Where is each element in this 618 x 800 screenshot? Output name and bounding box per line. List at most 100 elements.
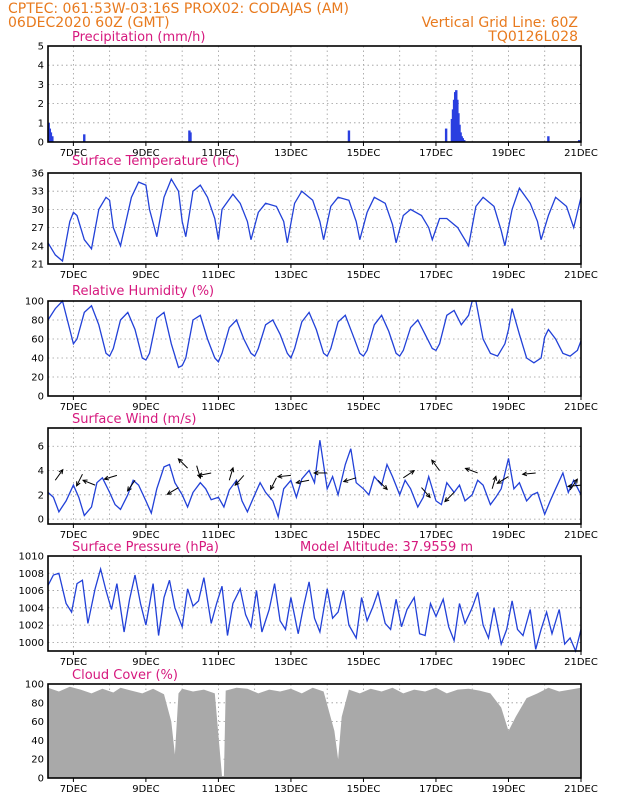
wind-vector — [491, 476, 497, 489]
wind-vector — [568, 484, 582, 487]
header-run-time: 06DEC2020 60Z (GMT) — [8, 15, 170, 31]
y-tick-label: 0 — [38, 138, 44, 149]
x-tick-label: 9DEC — [132, 657, 159, 668]
precipitation-panel: Precipitation (mm/h) 0 1 2 3 4 5 7DEC 9DEC 11DEC… — [38, 30, 598, 159]
y-tick-label: 40 — [31, 354, 44, 365]
wind-vector — [465, 467, 478, 474]
rh-line — [47, 299, 582, 369]
y-tick-label: 80 — [31, 316, 44, 327]
x-tick-label: 15DEC — [347, 657, 381, 668]
x-tick-label: 9DEC — [132, 530, 159, 541]
x-tick-label: 19DEC — [492, 530, 526, 541]
model-altitude-label: Model Altitude: 37.9559 m — [300, 540, 473, 555]
wind-vector-head — [342, 478, 349, 483]
header-station: CPTEC: 061:53W-03:16S PROX02: CODAJAS (A… — [8, 1, 349, 17]
wind-vector-head — [313, 470, 319, 476]
x-tick-label: 21DEC — [564, 402, 598, 413]
x-tick-label: 21DEC — [564, 657, 598, 668]
wind-vector — [178, 458, 188, 469]
wind-vector-head — [573, 478, 578, 484]
header-grid-note: Vertical Grid Line: 60Z — [422, 15, 578, 31]
wind-vector — [198, 472, 212, 477]
panel-frame — [47, 555, 582, 652]
x-tick-label: 19DEC — [492, 657, 526, 668]
precip-bar — [577, 140, 581, 142]
header-model-code: TQ0126L028 — [487, 29, 578, 45]
wind-vector-head — [229, 466, 235, 473]
wind-vector — [167, 487, 179, 495]
y-tick-label: 0 — [38, 392, 44, 403]
y-tick-label: 6 — [38, 442, 44, 453]
y-tick-label: 60 — [31, 335, 44, 346]
x-tick-label: 13DEC — [274, 148, 308, 159]
wind-vector — [343, 477, 357, 483]
wind-vector — [497, 476, 509, 484]
x-tick-label: 19DEC — [492, 784, 526, 795]
y-tick-label: 2 — [38, 490, 44, 501]
panel-frame — [47, 683, 582, 779]
precipitation-title: Precipitation (mm/h) — [72, 30, 205, 45]
y-tick-label: 1004 — [19, 603, 44, 614]
x-tick-label: 7DEC — [60, 530, 87, 541]
wind-vector-head — [103, 475, 109, 481]
cloud-cover-title: Cloud Cover (%) — [72, 668, 178, 683]
wind-vector — [421, 487, 431, 498]
x-tick-label: 15DEC — [347, 530, 381, 541]
wind-vector-head — [126, 486, 132, 492]
temperature-panel: Surface Temperature (nC) 21 24 27 30 33 36 7DE… — [31, 154, 598, 281]
wind-vector — [569, 478, 578, 491]
humidity-title: Relative Humidity (%) — [72, 284, 214, 299]
wind-vector-head — [444, 497, 450, 503]
precip-bar — [347, 130, 351, 142]
precip-bar — [463, 140, 466, 142]
y-tick-label: 80 — [31, 698, 44, 709]
wind-vector-head — [81, 479, 88, 484]
wind-panel: Surface Wind (m/s) 0 2 4 6 7DEC 9DEC 11DEC 13DE… — [38, 412, 598, 541]
wind-vector — [76, 473, 83, 487]
precip-bar — [461, 138, 464, 142]
humidity-panel: Relative Humidity (%) 0 20 40 60 80 100 7DEC 9D… — [25, 284, 598, 413]
x-tick-label: 15DEC — [347, 270, 381, 281]
x-tick-label: 17DEC — [419, 270, 453, 281]
wind-vector — [444, 492, 455, 502]
precip-bar — [547, 136, 550, 142]
x-tick-label: 13DEC — [274, 402, 308, 413]
y-tick-label: 21 — [31, 260, 44, 271]
pressure-line — [47, 566, 582, 654]
panel-frame — [47, 427, 582, 525]
x-tick-label: 7DEC — [60, 784, 87, 795]
wind-vector-head — [431, 459, 437, 465]
y-tick-label: 1010 — [19, 552, 44, 563]
wind-vector-head — [464, 467, 471, 472]
y-tick-label: 24 — [31, 241, 44, 252]
wind-vector-head — [166, 490, 172, 495]
y-tick-label: 20 — [31, 755, 44, 766]
x-tick-label: 17DEC — [419, 148, 453, 159]
panel-frame — [47, 172, 582, 265]
x-tick-label: 15DEC — [347, 402, 381, 413]
x-tick-label: 13DEC — [274, 530, 308, 541]
x-tick-label: 21DEC — [564, 270, 598, 281]
y-tick-label: 20 — [31, 373, 44, 384]
y-tick-label: 4 — [38, 466, 44, 477]
x-tick-label: 9DEC — [132, 402, 159, 413]
pressure-panel: Surface Pressure (hPa) Model Altitude: 3… — [19, 540, 598, 668]
x-tick-label: 11DEC — [202, 270, 236, 281]
x-tick-label: 11DEC — [202, 402, 236, 413]
x-tick-label: 13DEC — [274, 270, 308, 281]
x-tick-label: 19DEC — [492, 270, 526, 281]
x-tick-label: 15DEC — [347, 784, 381, 795]
x-tick-label: 9DEC — [132, 270, 159, 281]
cloud-cover-area — [48, 686, 581, 778]
x-tick-label: 19DEC — [492, 148, 526, 159]
x-tick-label: 7DEC — [60, 148, 87, 159]
wind-line — [47, 440, 582, 520]
wind-vector-head — [496, 479, 502, 484]
precip-bar — [51, 136, 54, 142]
y-tick-label: 1002 — [19, 621, 44, 632]
y-tick-label: 1000 — [19, 638, 44, 649]
y-tick-label: 3 — [38, 80, 44, 91]
wind-vector-head — [58, 468, 64, 475]
wind-vector-head — [234, 480, 240, 487]
